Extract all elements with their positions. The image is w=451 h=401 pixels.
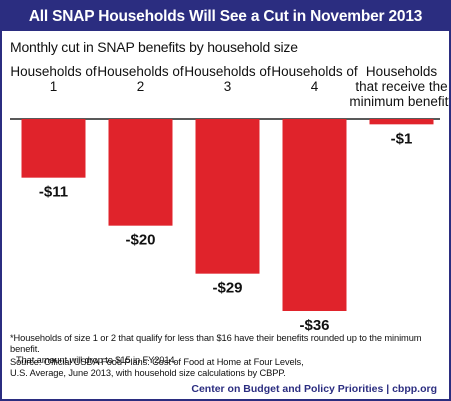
source-note: Source: Official USDA Food Plans: Cost o… [10,357,440,379]
category-label-3: 3 [224,79,232,94]
category-label-4: 4 [311,79,319,94]
bar-3 [195,119,260,274]
bar-1 [21,119,86,178]
bar-2 [108,119,173,226]
value-label-2: -$20 [125,232,155,249]
footnote: *Households of size 1 or 2 that qualify … [10,333,440,366]
bar-4 [282,119,347,311]
bar-5 [369,119,434,125]
category-label-4: Households of [271,64,358,79]
category-label-5: that receive the [355,79,447,94]
value-labels: -$11 -$20 -$29 -$36 -$1 [39,130,412,332]
chart-header-title: All SNAP Households Will See a Cut in No… [28,8,423,25]
credit-line: Center on Budget and Policy Priorities |… [191,383,437,395]
bars [21,119,434,311]
category-label-1: Households of [10,64,97,79]
category-label-1: 1 [50,79,58,94]
chart-subtitle: Monthly cut in SNAP benefits by househol… [10,39,298,55]
value-label-4: -$36 [299,317,329,332]
category-label-2: Households of [97,64,184,79]
value-label-3: -$29 [212,280,242,297]
category-label-2: 2 [137,79,145,94]
source-line: Source: Official USDA Food Plans: Cost o… [10,357,304,367]
category-label-5: Households [366,64,438,79]
category-label-3: Households of [184,64,271,79]
value-label-1: -$11 [39,184,68,201]
value-label-5: -$1 [391,130,413,147]
footnote-line: That amount will drop to $15 in FY2014. [16,355,177,365]
source-line: U.S. Average, June 2013, with household … [10,368,286,378]
footnote-line: *Households of size 1 or 2 that qualify … [10,333,422,354]
header-bar [2,2,449,31]
category-label-5: minimum benefit* [349,94,449,109]
